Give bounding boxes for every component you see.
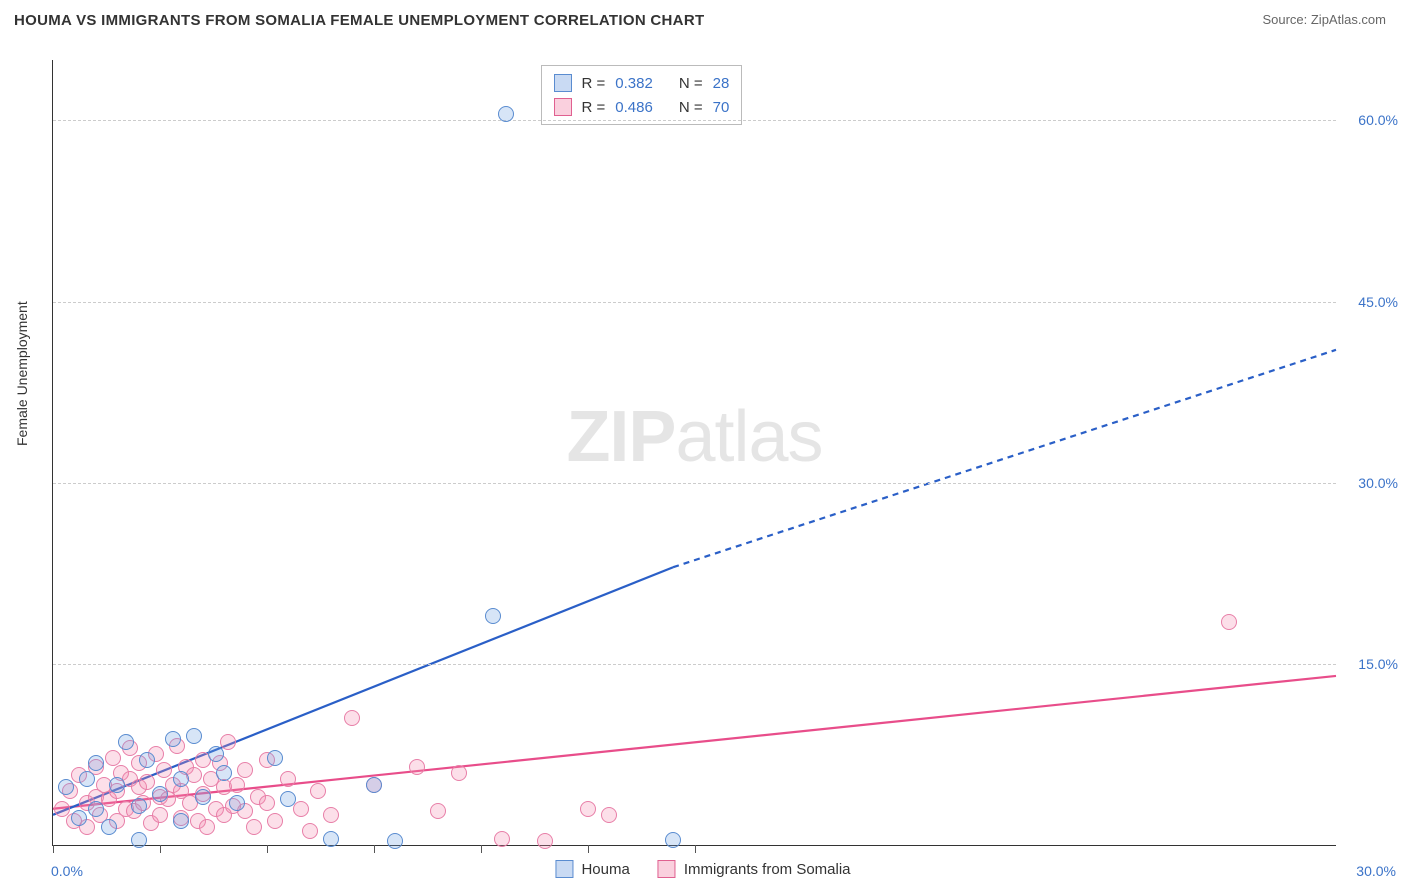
data-point: [267, 813, 283, 829]
data-point: [220, 734, 236, 750]
data-point: [259, 795, 275, 811]
data-point: [310, 783, 326, 799]
data-point: [101, 819, 117, 835]
data-point: [430, 803, 446, 819]
legend-swatch: [555, 860, 573, 878]
data-point: [451, 765, 467, 781]
x-tick: [267, 845, 268, 853]
data-point: [131, 832, 147, 848]
data-point: [139, 752, 155, 768]
chart-title: HOUMA VS IMMIGRANTS FROM SOMALIA FEMALE …: [14, 12, 704, 29]
gridline: [53, 120, 1336, 121]
data-point: [88, 801, 104, 817]
series-legend: Houma Immigrants from Somalia: [555, 860, 850, 878]
data-point: [173, 771, 189, 787]
y-axis-label: 15.0%: [1358, 656, 1398, 672]
source-prefix: Source:: [1262, 12, 1310, 27]
data-point: [156, 762, 172, 778]
y-axis-label: 30.0%: [1358, 475, 1398, 491]
source-link[interactable]: ZipAtlas.com: [1311, 12, 1386, 27]
data-point: [267, 750, 283, 766]
data-point: [387, 833, 403, 849]
series-label: Houma: [581, 861, 629, 878]
x-tick: [588, 845, 589, 853]
data-point: [344, 710, 360, 726]
data-point: [199, 819, 215, 835]
y-axis-title: Female Unemployment: [14, 301, 30, 446]
data-point: [229, 795, 245, 811]
data-point: [54, 801, 70, 817]
data-point: [88, 755, 104, 771]
data-point: [109, 777, 125, 793]
series-label: Immigrants from Somalia: [684, 861, 851, 878]
data-point: [237, 762, 253, 778]
data-point: [118, 734, 134, 750]
data-point: [580, 801, 596, 817]
gridline: [53, 302, 1336, 303]
data-point: [246, 819, 262, 835]
data-point: [208, 746, 224, 762]
x-tick: [53, 845, 54, 853]
x-tick: [695, 845, 696, 853]
trend-lines-svg: [53, 60, 1336, 845]
data-point: [280, 771, 296, 787]
data-point: [165, 731, 181, 747]
data-point: [302, 823, 318, 839]
data-point: [139, 774, 155, 790]
gridline: [53, 664, 1336, 665]
x-tick: [160, 845, 161, 853]
gridline: [53, 483, 1336, 484]
trendline-pink: [53, 676, 1336, 809]
series-legend-item: Houma: [555, 860, 629, 878]
data-point: [537, 833, 553, 849]
source-attribution: Source: ZipAtlas.com: [1262, 12, 1386, 27]
data-point: [665, 832, 681, 848]
data-point: [494, 831, 510, 847]
legend-swatch: [658, 860, 676, 878]
data-point: [131, 798, 147, 814]
data-point: [366, 777, 382, 793]
data-point: [229, 777, 245, 793]
x-tick: [374, 845, 375, 853]
data-point: [1221, 614, 1237, 630]
y-axis-label: 60.0%: [1358, 112, 1398, 128]
data-point: [105, 750, 121, 766]
data-point: [216, 765, 232, 781]
series-legend-item: Immigrants from Somalia: [658, 860, 851, 878]
data-point: [152, 807, 168, 823]
x-axis-max-label: 30.0%: [1356, 863, 1396, 879]
data-point: [71, 810, 87, 826]
data-point: [173, 813, 189, 829]
data-point: [323, 807, 339, 823]
data-point: [498, 106, 514, 122]
data-point: [323, 831, 339, 847]
trendline-blue-dashed: [673, 350, 1336, 567]
data-point: [152, 786, 168, 802]
y-axis-label: 45.0%: [1358, 294, 1398, 310]
data-point: [195, 789, 211, 805]
x-axis-min-label: 0.0%: [51, 863, 83, 879]
x-tick: [481, 845, 482, 853]
data-point: [79, 771, 95, 787]
data-point: [409, 759, 425, 775]
data-point: [485, 608, 501, 624]
data-point: [601, 807, 617, 823]
data-point: [58, 779, 74, 795]
data-point: [280, 791, 296, 807]
chart-plot-area: ZIPatlas R =0.382N =28R =0.486N =70 15.0…: [52, 60, 1336, 846]
data-point: [186, 728, 202, 744]
data-point: [293, 801, 309, 817]
